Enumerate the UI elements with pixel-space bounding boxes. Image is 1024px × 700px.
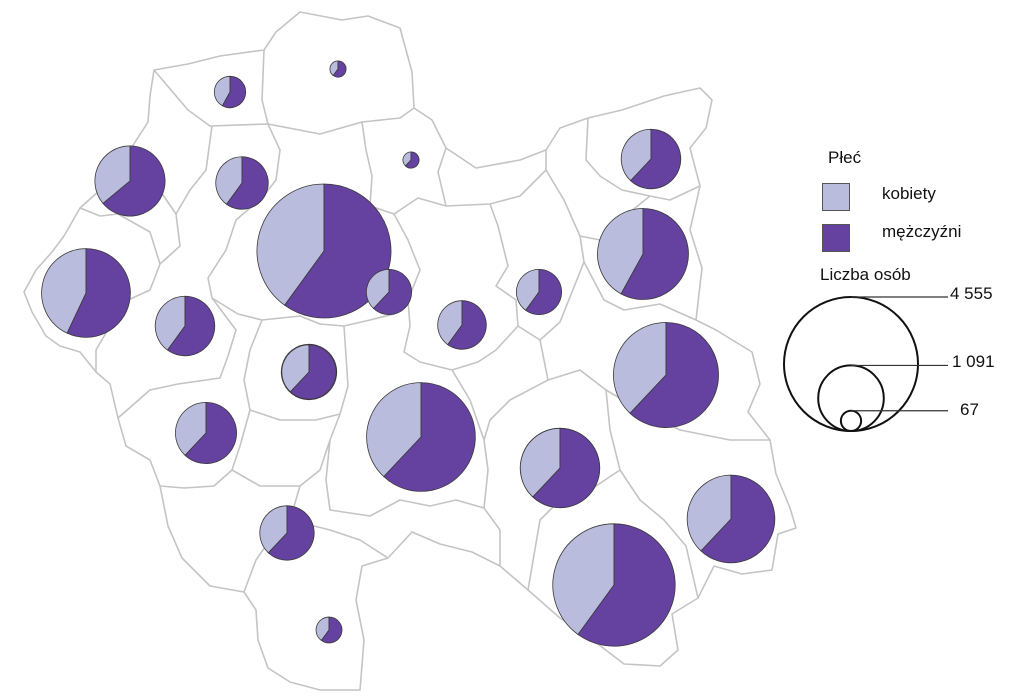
pie-slice-women [597, 208, 644, 295]
pie-slice-women [41, 248, 87, 334]
pie-slice-men [630, 128, 682, 190]
size-label-small: 67 [960, 400, 979, 419]
pie-slice-women [281, 344, 310, 393]
pie-slice-women [366, 382, 422, 478]
district-line [153, 69, 415, 135]
pie-marker [366, 382, 476, 492]
legend-label-women: kobiety [882, 184, 936, 203]
pie-slice-women [175, 402, 207, 456]
pie-marker [686, 474, 776, 564]
pie-slice-women [256, 183, 325, 306]
size-label-large: 4 555 [950, 284, 993, 303]
swatch-women [822, 183, 850, 211]
pie-marker [213, 75, 247, 109]
pie-slice-women [620, 128, 652, 182]
pie-slice-men [700, 474, 776, 564]
size-label-medium: 1 091 [952, 352, 995, 371]
pie-marker [41, 248, 131, 338]
district-line [149, 125, 213, 291]
district-line [261, 49, 269, 125]
district-line [489, 203, 585, 341]
pie-marker [315, 616, 343, 644]
pie-slice-women [613, 322, 667, 414]
pie-marker [613, 322, 719, 428]
pie-marker [215, 156, 269, 210]
district-line [393, 213, 519, 371]
legend-label-men: mężczyźni [882, 222, 962, 241]
pie-slice-men [332, 60, 347, 78]
swatch-men [822, 224, 850, 252]
district-line [231, 413, 341, 487]
pie-marker [597, 208, 689, 300]
pie-slice-men [226, 156, 269, 210]
pie-marker [259, 505, 315, 561]
pie-slice-men [320, 616, 343, 644]
pie-slice-men [525, 268, 563, 316]
pie-marker [365, 268, 413, 315]
district-line [207, 123, 409, 327]
pie-slice-men [447, 300, 487, 350]
legend-title-gender: Płeć [828, 148, 862, 167]
district-line [605, 389, 699, 599]
district-line [117, 297, 237, 419]
pie-marker [402, 151, 420, 169]
pie-slice-women [315, 616, 330, 642]
pie-slice-men [532, 427, 601, 509]
district-line [243, 319, 349, 421]
pie-slice-women [154, 295, 186, 351]
pie-slice-women [365, 268, 390, 310]
size-legend-circle [817, 364, 885, 432]
pie-slice-women [94, 145, 131, 204]
pie-marker [437, 300, 487, 350]
pie-slice-women [516, 268, 540, 311]
pie-slice-men [577, 523, 676, 647]
pie-slice-men [404, 151, 420, 169]
legend-title-size: Liczba osób [820, 265, 911, 284]
pie-marker [94, 145, 166, 217]
pie-slice-men [383, 382, 476, 492]
pie-slice-men [629, 322, 719, 428]
pie-marker [256, 183, 392, 319]
pie-slice-men [166, 295, 216, 357]
pie-layer [41, 60, 776, 647]
district-line [483, 339, 549, 441]
pie-slice-women [215, 156, 243, 205]
district-line [325, 439, 501, 566]
pie-marker [552, 523, 676, 647]
size-legend-circles [783, 296, 948, 433]
district-line [545, 169, 697, 321]
pie-marker [329, 60, 347, 78]
pie-slice-women [686, 474, 732, 552]
district-line [159, 409, 251, 489]
pie-slice-men [184, 402, 237, 464]
pie-slice-men [620, 208, 689, 300]
district-line [361, 121, 447, 215]
pie-marker [516, 268, 563, 316]
pie-marker [154, 295, 216, 357]
pie-marker [620, 128, 682, 190]
pie-marker [281, 344, 337, 400]
pie-slice-women [552, 523, 615, 636]
pie-slice-women [519, 427, 561, 498]
pie-slice-men [66, 248, 131, 338]
pie-marker [519, 427, 601, 509]
size-legend-circle [839, 409, 863, 433]
pie-marker [175, 402, 237, 464]
district-line [585, 117, 701, 201]
pie-slice-women [437, 300, 463, 346]
pie-slice-men [102, 145, 166, 217]
pie-slice-men [372, 268, 413, 315]
pie-slice-men [267, 505, 315, 561]
pie-slice-women [259, 505, 288, 554]
pie-slice-men [289, 344, 337, 400]
pie-slice-men [221, 75, 247, 109]
